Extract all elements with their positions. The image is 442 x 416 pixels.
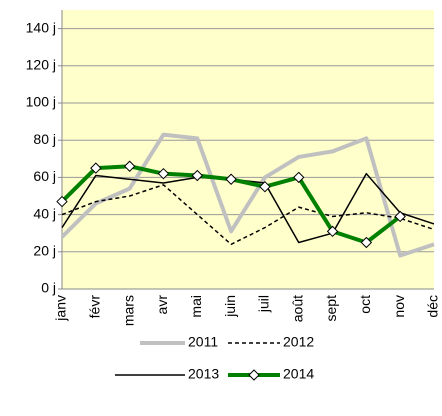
y-tick-label: 120 j [26,57,56,73]
x-tick-label: août [289,295,305,322]
x-tick-label: juin [222,295,238,318]
legend-marker [248,369,260,381]
x-tick-label: nov [391,295,407,318]
point-marker [225,173,237,185]
y-tick-label: 100 j [26,94,56,110]
x-tick-label: juil [256,295,272,313]
legend-label: 2013 [188,366,219,382]
point-marker [259,180,271,193]
point-marker [360,236,373,249]
y-tick-label: 0 j [41,280,56,296]
x-tick-label: mars [120,295,136,326]
point-marker [394,210,406,223]
x-tick-label: mai [188,295,204,318]
y-tick-label: 20 j [33,243,56,259]
point-marker [191,169,203,182]
y-tick-label: 80 j [33,131,56,147]
x-tick-label: janv [53,295,69,322]
y-tick-label: 60 j [33,168,56,184]
point-marker [157,167,170,180]
point-marker [123,160,136,172]
x-tick-label: sept [323,295,339,322]
point-marker [326,225,339,238]
x-tick-label: avr [154,295,170,315]
plot-area [62,10,434,289]
point-marker [90,162,102,174]
point-marker [56,195,68,208]
x-tick-label: févr [87,295,103,319]
y-tick-label: 40 j [33,205,56,221]
legend-label: 2014 [283,366,314,382]
x-tick-label: déc [425,295,441,318]
x-tick-label: oct [357,295,373,314]
point-marker [293,171,305,184]
series-line [61,184,435,246]
legend-label: 2011 [188,334,218,350]
legend-label: 2012 [283,334,314,350]
y-tick-label: 140 j [26,19,56,35]
series-line [60,132,435,258]
